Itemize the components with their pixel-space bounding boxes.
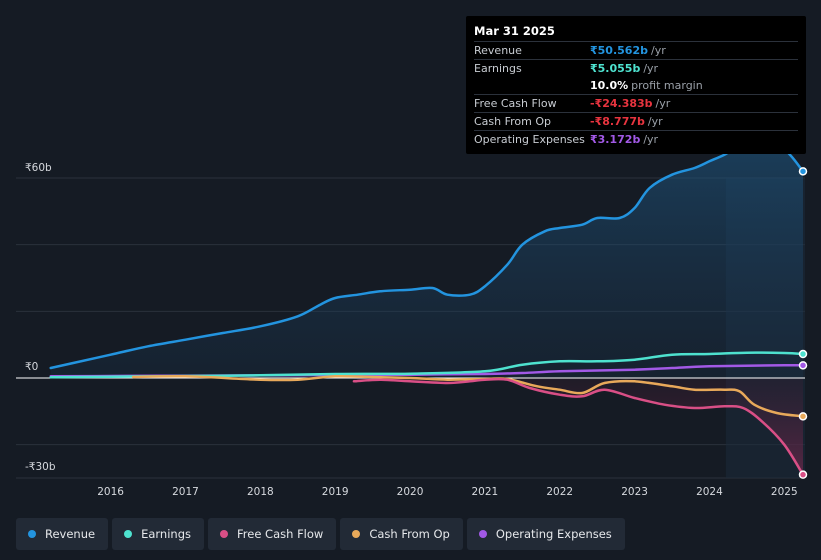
financial-chart: ₹60b ₹0 -₹30b 2016 2017 2018 2019 2020 2021 20…	[16, 142, 808, 498]
x-tick-label: 2021	[472, 486, 499, 498]
tooltip-unit: /yr	[650, 44, 666, 57]
y-label-zero: ₹0	[25, 361, 38, 373]
legend-label: Revenue	[45, 527, 96, 541]
tooltip-value: ₹50.562b	[590, 44, 648, 57]
tooltip-row-opex: Operating Expenses ₹3.172b /yr	[474, 130, 798, 148]
x-tick-label: 2018	[247, 486, 274, 498]
tooltip-label: Earnings	[474, 62, 522, 75]
series-endpoint-cash-from-op	[798, 412, 808, 421]
tooltip-label: Revenue	[474, 44, 522, 57]
tooltip-row-margin: 10.0% profit margin	[474, 77, 798, 94]
legend-item-free-cash-flow[interactable]: Free Cash Flow	[208, 518, 337, 550]
legend-item-earnings[interactable]: Earnings	[112, 518, 204, 550]
x-tick-label: 2020	[397, 486, 424, 498]
legend: Revenue Earnings Free Cash Flow Cash Fro…	[16, 518, 625, 550]
series-line-earnings	[49, 351, 805, 379]
series-endpoint-free-cash-flow	[798, 470, 808, 479]
tooltip-row-earnings: Earnings ₹5.055b /yr	[474, 59, 798, 77]
legend-dot-icon	[124, 530, 133, 538]
tooltip: Mar 31 2025 Revenue ₹50.562b /yr Earning…	[466, 16, 806, 154]
tooltip-row-fcf: Free Cash Flow -₹24.383b /yr	[474, 94, 798, 112]
legend-label: Earnings	[141, 527, 191, 541]
tooltip-unit: /yr	[655, 97, 671, 110]
tooltip-value: ₹3.172b	[590, 133, 641, 146]
legend-label: Free Cash Flow	[237, 527, 324, 541]
x-tick-label: 2019	[322, 486, 349, 498]
y-label-bottom: -₹30b	[25, 461, 56, 473]
x-tick-label: 2024	[696, 486, 723, 498]
free-cash-flow-area	[353, 378, 803, 475]
x-tick-label: 2016	[97, 486, 124, 498]
legend-item-revenue[interactable]: Revenue	[16, 518, 109, 550]
revenue-area	[50, 144, 803, 378]
tooltip-row-revenue: Revenue ₹50.562b /yr	[474, 41, 798, 59]
series-endpoint-earnings	[798, 349, 808, 359]
tooltip-value: -₹24.383b	[590, 97, 653, 110]
tooltip-value: ₹5.055b	[590, 62, 641, 75]
x-tick-label: 2025	[771, 486, 798, 498]
legend-dot-icon	[28, 530, 36, 538]
x-tick-label: 2022	[546, 486, 573, 498]
series-line-cash-from-op	[131, 374, 805, 418]
tooltip-label: Cash From Op	[474, 115, 552, 128]
legend-label: Cash From Op	[369, 527, 450, 541]
x-tick-label: 2017	[172, 486, 199, 498]
x-tick-label: 2023	[621, 486, 648, 498]
legend-item-operating-expenses[interactable]: Operating Expenses	[466, 518, 625, 550]
tooltip-label: Operating Expenses	[474, 133, 585, 146]
tooltip-row-cfo: Cash From Op -₹8.777b /yr	[474, 112, 798, 130]
tooltip-value: -₹8.777b	[590, 115, 645, 128]
legend-item-cash-from-op[interactable]: Cash From Op	[340, 518, 463, 550]
tooltip-value: 10.0%	[590, 79, 629, 92]
tooltip-label: Free Cash Flow	[474, 97, 557, 110]
legend-dot-icon	[220, 530, 228, 538]
y-label-top: ₹60b	[25, 162, 52, 174]
tooltip-unit: /yr	[647, 115, 663, 128]
legend-label: Operating Expenses	[495, 527, 612, 541]
tooltip-unit: /yr	[643, 133, 659, 146]
legend-dot-icon	[352, 530, 361, 538]
legend-dot-icon	[478, 530, 487, 538]
tooltip-unit: /yr	[643, 62, 659, 75]
tooltip-unit: profit margin	[631, 79, 703, 92]
series-line-revenue	[49, 142, 805, 370]
series-endpoint-revenue	[798, 167, 808, 176]
series-endpoint-operating-expenses	[798, 361, 808, 370]
tooltip-date: Mar 31 2025	[474, 24, 555, 38]
series-line-free-cash-flow	[352, 377, 805, 476]
